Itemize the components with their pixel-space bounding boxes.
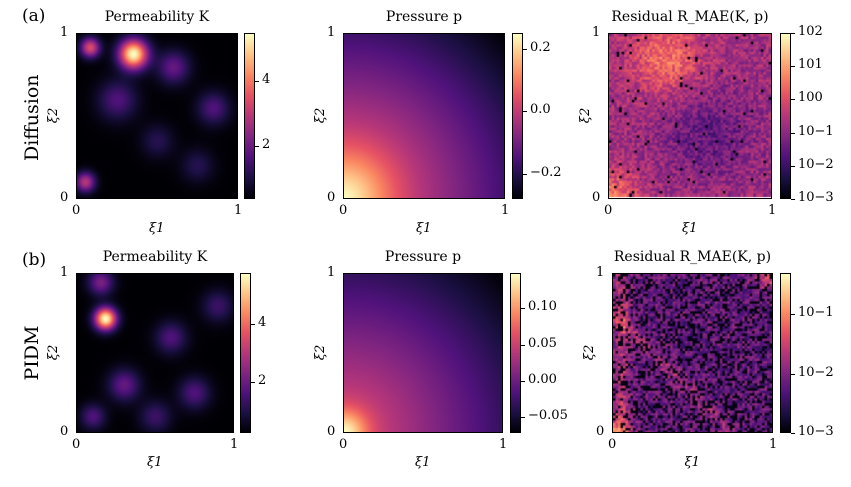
colorbar-tick: [791, 132, 795, 134]
y-tick-label: 0: [60, 424, 69, 439]
colorbar-tick-label: 2: [258, 372, 267, 388]
heatmap-perm_b: [76, 273, 234, 433]
colorbar-tick-label: 10−2: [798, 364, 834, 380]
colorbar-tick: [791, 165, 795, 167]
colorbar-tick: [791, 314, 795, 316]
row-tag-a: (a): [22, 6, 46, 26]
x-tick-label: 0: [339, 203, 348, 218]
y-axis-label: ξ2: [46, 107, 62, 124]
x-tick-label: 1: [501, 203, 510, 218]
colorbar: [780, 33, 791, 199]
y-tick-label: 0: [592, 190, 601, 205]
colorbar-tick: [791, 433, 795, 434]
colorbar-tick-label: 101: [798, 57, 823, 73]
y-tick-label: 1: [327, 25, 336, 40]
colorbar-tick-label: 0.05: [528, 335, 557, 351]
panel-title: Permeability K: [104, 9, 210, 25]
colorbar-tick-label: 0.00: [528, 371, 557, 387]
colorbar-tick: [791, 199, 795, 200]
panel-title: Pressure p: [384, 249, 462, 265]
colorbar-tick: [523, 111, 527, 113]
y-axis-label: ξ2: [582, 344, 598, 361]
x-tick-label: 1: [230, 437, 239, 452]
x-tick-label: 0: [604, 203, 613, 218]
colorbar-tick-label: 100: [798, 90, 823, 106]
colorbar-tick: [521, 308, 525, 310]
colorbar-tick: [521, 417, 525, 419]
colorbar-tick: [523, 48, 527, 50]
heatmap-perm_a: [76, 33, 238, 199]
colorbar-tick: [251, 324, 255, 326]
y-axis-label: ξ2: [313, 344, 329, 361]
heatmap-press_b: [343, 273, 503, 433]
colorbar-tick: [251, 381, 255, 383]
y-tick-label: 1: [596, 265, 605, 280]
colorbar-tick: [791, 33, 795, 34]
y-axis-label: ξ2: [578, 107, 594, 124]
heatmap-res_b: [612, 273, 773, 433]
colorbar-tick: [791, 66, 795, 68]
colorbar: [512, 33, 523, 199]
row-label-diffusion: Diffusion: [21, 74, 43, 161]
x-axis-label: ξ1: [682, 221, 698, 236]
y-tick-label: 0: [327, 424, 336, 439]
colorbar-tick: [255, 81, 259, 83]
heatmap-press_a: [343, 33, 505, 199]
y-tick-label: 1: [60, 265, 69, 280]
colorbar-tick-label: 10−3: [798, 190, 834, 205]
colorbar-tick: [523, 173, 527, 175]
colorbar-tick-label: 4: [258, 315, 267, 331]
x-axis-label: ξ1: [149, 221, 165, 236]
x-tick-label: 0: [339, 437, 348, 452]
colorbar: [780, 273, 791, 433]
panel-title: Residual R_MAE(K, p): [613, 249, 772, 265]
colorbar-tick-label: −0.05: [528, 408, 568, 424]
colorbar-tick-label: 10−1: [798, 305, 834, 321]
colorbar-tick-label: 4: [262, 72, 271, 88]
x-tick-label: 0: [72, 437, 81, 452]
y-axis-label: ξ2: [313, 107, 329, 124]
y-axis-label: ξ2: [46, 344, 62, 361]
y-tick-label: 1: [592, 25, 601, 40]
x-tick-label: 1: [499, 437, 508, 452]
row-tag-b: (b): [22, 250, 47, 270]
colorbar-tick-label: 0.2: [530, 39, 551, 55]
row-label-pidm: PIDM: [21, 325, 43, 381]
colorbar: [240, 273, 251, 433]
x-axis-label: ξ1: [684, 455, 700, 470]
x-tick-label: 1: [234, 203, 243, 218]
x-axis-label: ξ1: [147, 455, 163, 470]
heatmap-res_a: [608, 33, 772, 199]
panel-title: Permeability K: [102, 249, 208, 265]
colorbar-tick: [521, 344, 525, 346]
panel-title: Residual R_MAE(K, p): [611, 9, 769, 25]
colorbar-tick-label: 0.0: [530, 102, 551, 118]
x-axis-label: ξ1: [416, 221, 432, 236]
y-tick-label: 1: [327, 265, 336, 280]
colorbar-tick: [521, 380, 525, 382]
colorbar-tick-label: 0.10: [528, 299, 557, 315]
y-tick-label: 0: [327, 190, 336, 205]
y-tick-label: 0: [60, 190, 69, 205]
panel-title: Pressure p: [385, 9, 463, 25]
colorbar-tick-label: −0.2: [530, 164, 562, 180]
colorbar-tick-label: 10−3: [798, 424, 834, 439]
colorbar-tick: [791, 99, 795, 101]
colorbar-tick-label: 10−2: [798, 156, 834, 172]
x-axis-label: ξ1: [415, 455, 431, 470]
x-tick-label: 1: [769, 437, 778, 452]
colorbar: [510, 273, 521, 433]
x-tick-label: 0: [608, 437, 617, 452]
colorbar-tick-label: 102: [798, 24, 823, 39]
colorbar: [244, 33, 255, 199]
colorbar-tick: [791, 373, 795, 375]
colorbar-tick-label: 10−1: [798, 123, 834, 139]
x-tick-label: 0: [72, 203, 81, 218]
colorbar-tick: [255, 145, 259, 147]
x-tick-label: 1: [768, 203, 777, 218]
y-tick-label: 0: [596, 424, 605, 439]
colorbar-tick-label: 2: [262, 136, 271, 152]
y-tick-label: 1: [60, 25, 69, 40]
